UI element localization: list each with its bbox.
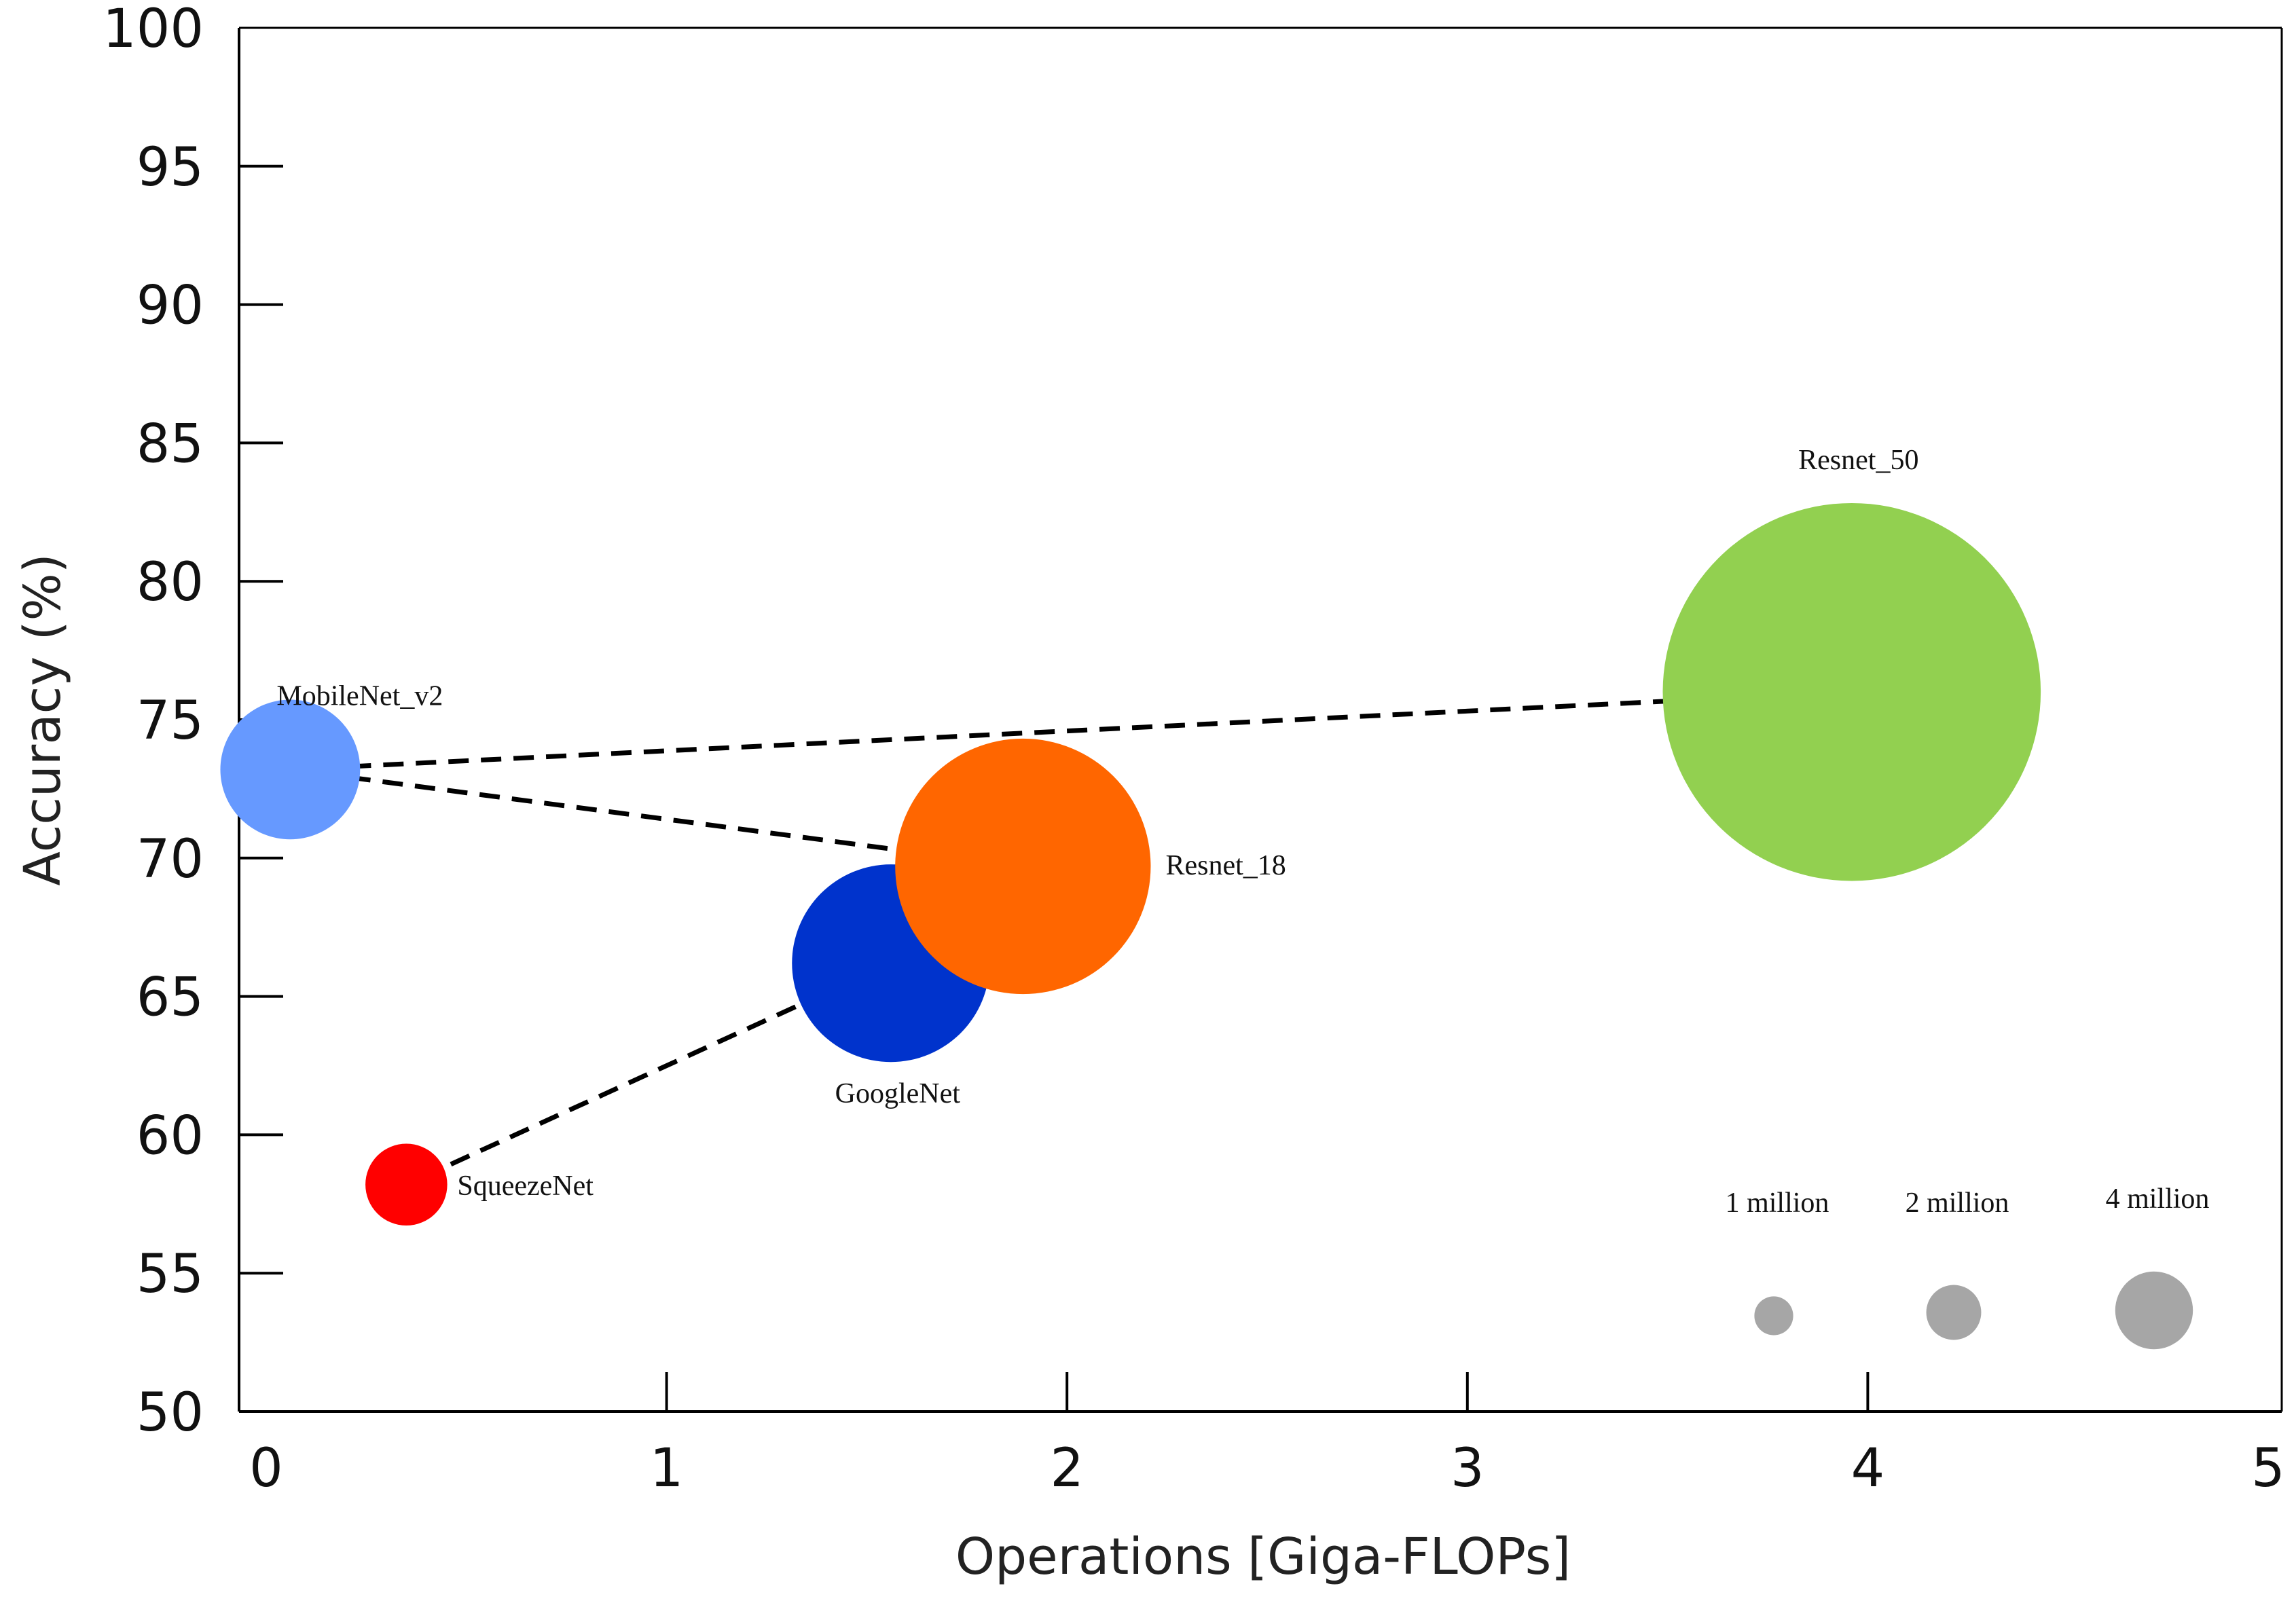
y-tick-label: 60 [136,1105,204,1166]
bubble-squeezenet [365,1143,448,1226]
y-tick-label: 50 [136,1382,204,1443]
y-tick-label: 70 [136,829,204,890]
connection-line [318,697,1692,771]
bubble-resnet-50 [1662,502,2041,881]
x-tick-label: 3 [1451,1438,1484,1499]
bubble-label-squeezenet: SqueezeNet [457,1171,594,1202]
x-tick-label: 5 [2251,1438,2285,1499]
y-tick-label: 95 [136,137,204,198]
size-legend-label: 2 million [1906,1187,2009,1219]
axes [238,26,2283,1413]
connection-line [317,771,916,855]
x-axis-title: Operations [Giga-FLOPs] [955,1528,1571,1586]
y-tick-label: 85 [136,413,204,475]
size-legend-circle [2115,1271,2193,1350]
size-legend: 1 million 2 million 4 million [1726,1183,2210,1350]
x-axis-ticks: 0 1 2 3 4 5 [249,1372,2285,1499]
bubble-resnet-18 [895,738,1151,995]
x-tick-label: 1 [650,1438,684,1499]
bubbles [220,502,2041,1226]
size-legend-label: 4 million [2106,1183,2210,1215]
bubble-label-resnet-50: Resnet_50 [1798,445,1918,476]
size-legend-label: 1 million [1726,1187,1829,1219]
y-tick-label: 100 [103,0,204,60]
bubble-label-resnet-18: Resnet_18 [1165,850,1286,881]
y-tick-label: 75 [136,690,204,752]
x-tick-label: 4 [1851,1438,1885,1499]
size-legend-circle [1754,1296,1793,1335]
bubble-labels: MobileNet_v2 SqueezeNet GoogleNet Resnet_18… [276,445,1918,1202]
connection-line [420,995,816,1180]
bubble-label-googlenet: GoogleNet [835,1078,961,1109]
bubble-label-mobilenet-v2: MobileNet_v2 [276,680,443,712]
size-legend-circle [1926,1285,1982,1340]
y-tick-label: 80 [136,552,204,613]
x-tick-label: 2 [1050,1438,1084,1499]
bubble-mobilenet-v2 [220,699,361,840]
x-tick-label: 0 [249,1438,283,1499]
y-axis-ticks: 50 55 60 65 70 75 80 85 90 95 100 [103,0,283,1443]
y-tick-label: 65 [136,968,204,1029]
y-tick-label: 90 [136,276,204,337]
y-tick-label: 55 [136,1244,204,1305]
y-axis-title: Accuracy (%) [14,553,72,885]
